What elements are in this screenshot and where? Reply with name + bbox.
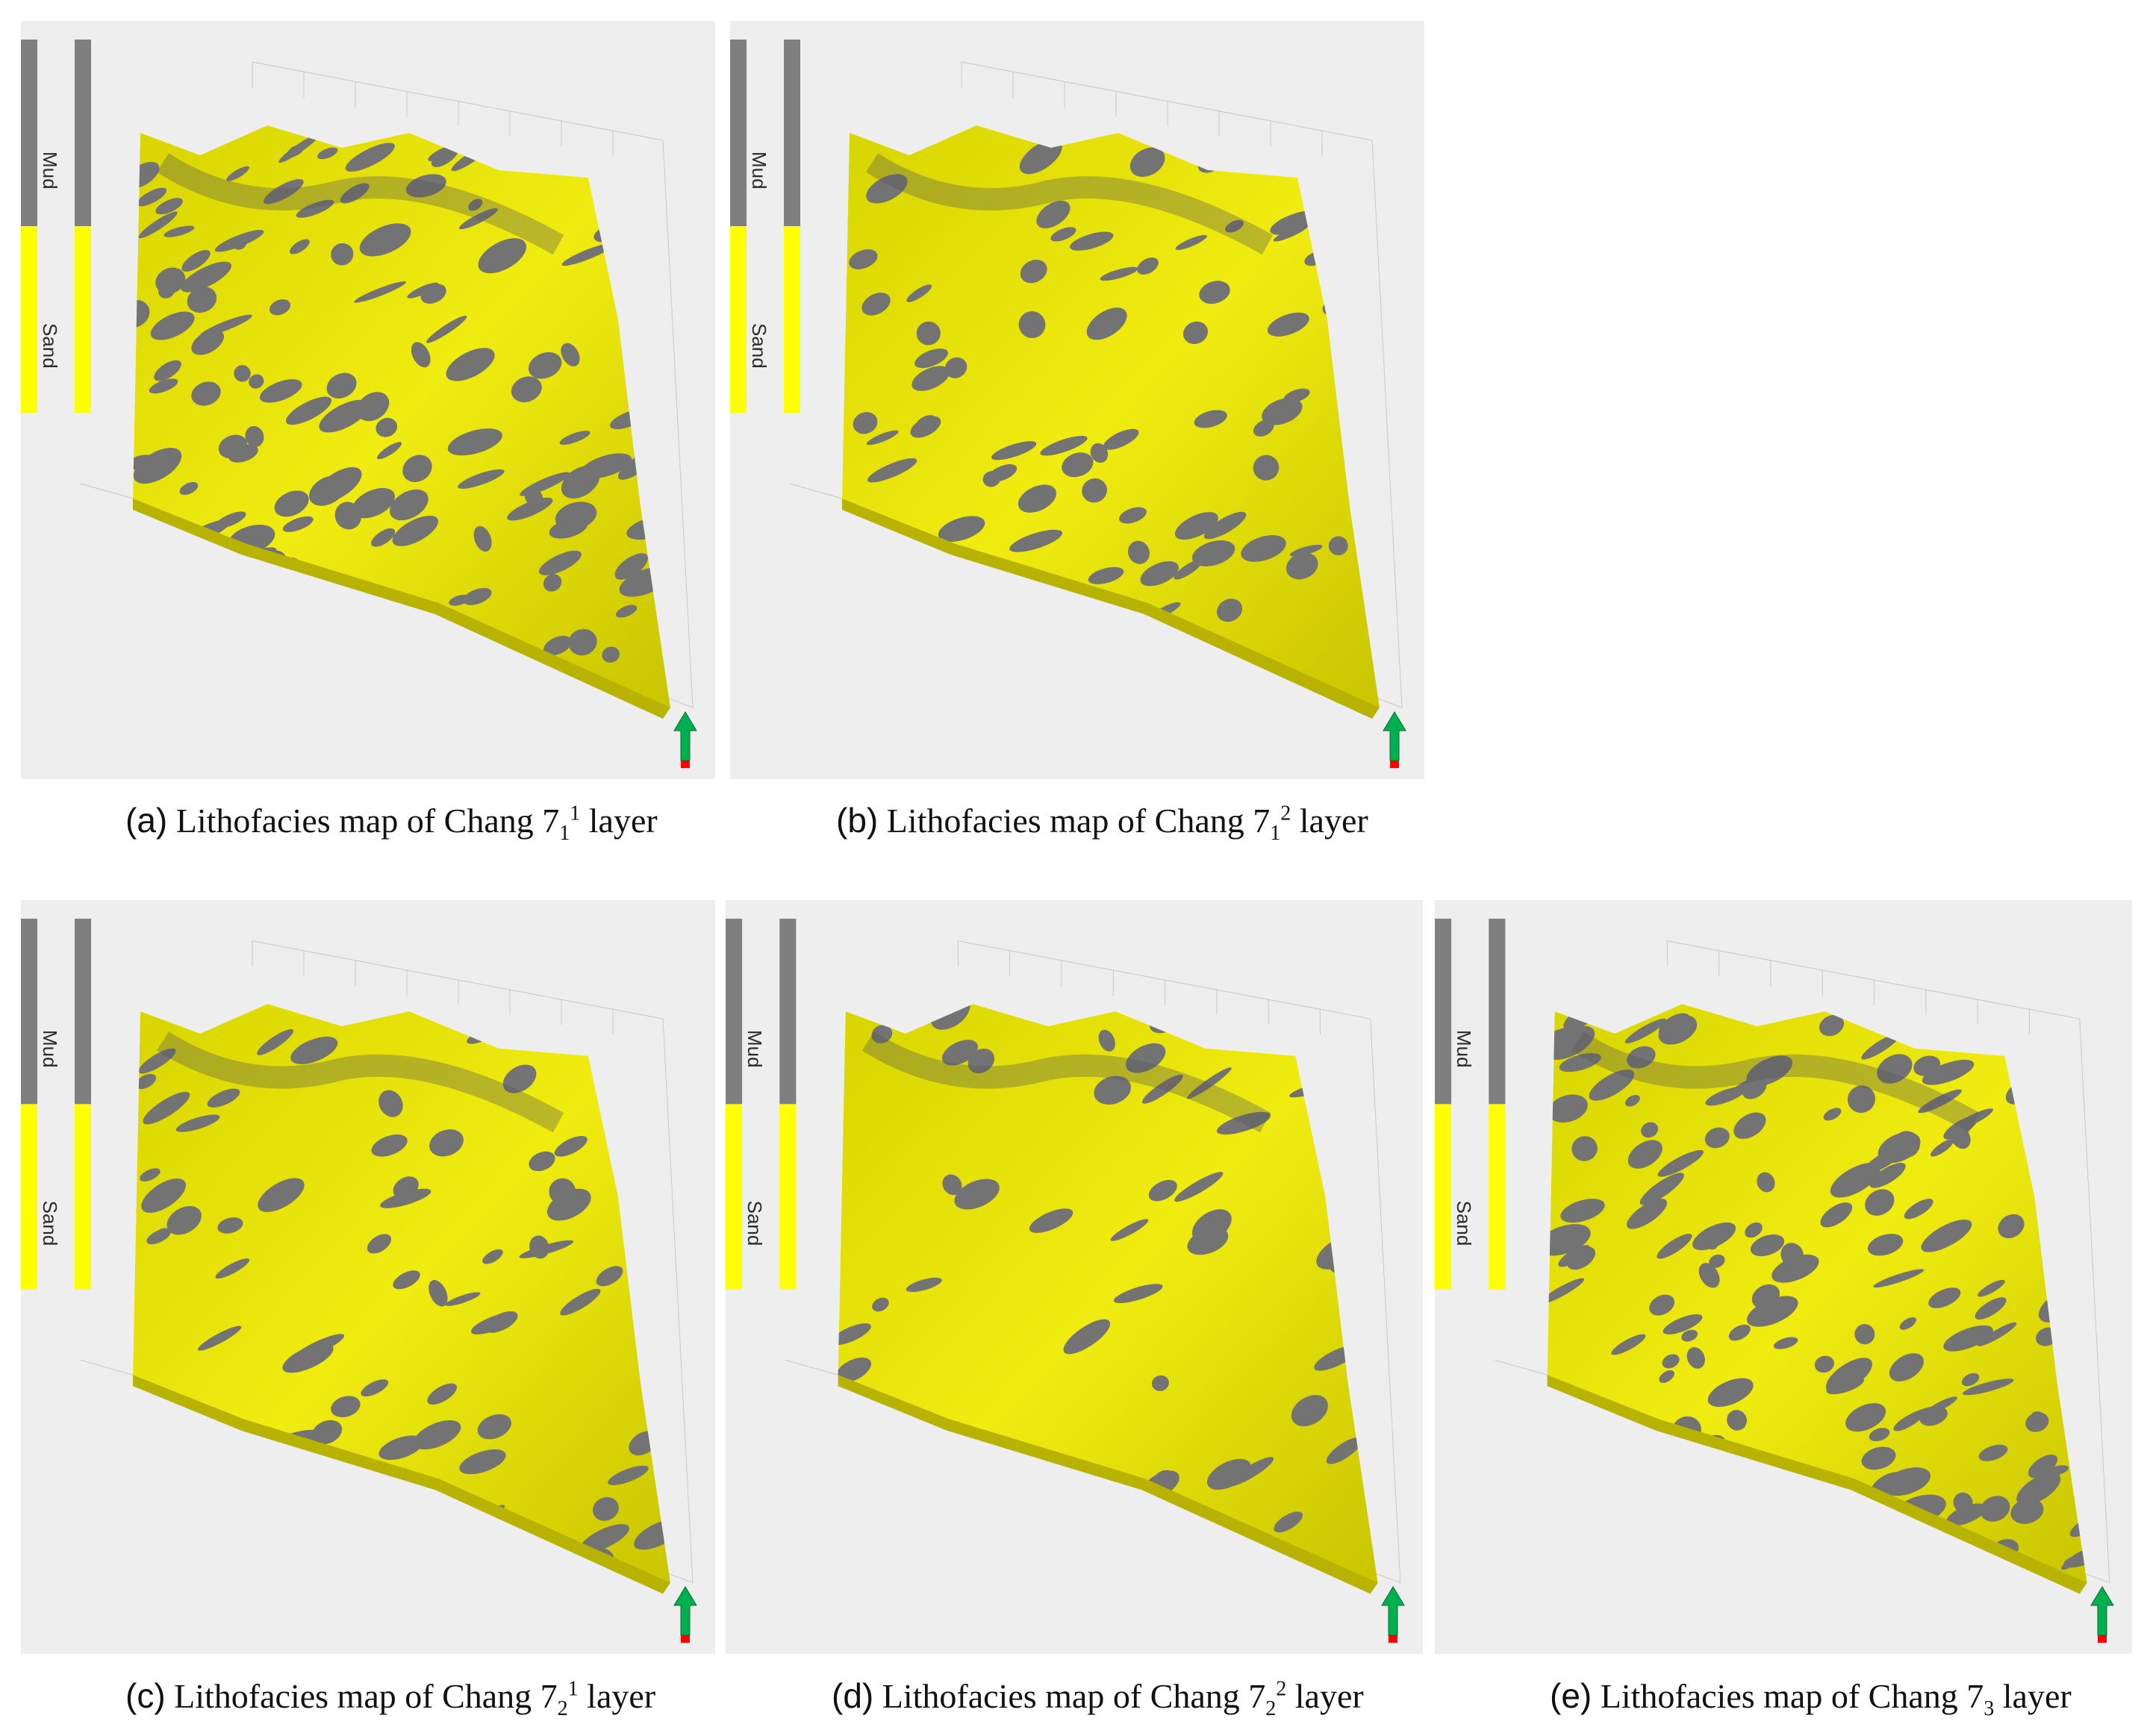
legend-sand-label: Sand [39,1201,61,1246]
surface-edge [838,1375,1378,1594]
legend-a: Mud Sand [21,40,91,413]
caption-b: (b) Lithofacies map of Chang 712 layer [836,801,1368,846]
legend-mud-swatch [21,40,37,226]
lithofacies-panel-d: Mud Sand [726,900,1423,1654]
surface-edge [133,1375,670,1594]
surface-edge [1547,1375,2087,1594]
legend-c: Mud Sand [21,918,91,1290]
legend-sand-swatch [21,226,37,413]
legend-sand-swatch [730,226,747,413]
legend-mud-swatch [1489,918,1506,1105]
caption-c: (c) Lithofacies map of Chang 721 layer [125,1676,656,1721]
legend-sand-swatch [1435,1104,1452,1290]
lithofacies-surface [842,125,1380,708]
lithofacies-surface [1547,1004,2087,1583]
surface-3d-view-c: Mud Sand [21,918,697,1643]
legend-sand-swatch [75,1104,91,1290]
bounding-box [1495,940,2110,1584]
legend-mud-swatch [75,918,91,1105]
lithofacies-surface [838,1004,1378,1583]
caption-a: (a) Lithofacies map of Chang 711 layer [125,801,658,846]
north-arrow-icon [673,711,697,768]
legend-e: Mud Sand [1435,918,1506,1290]
legend-mud-label: Mud [744,1030,766,1068]
bounding-box [80,940,694,1584]
caption-e: (e) Lithofacies map of Chang 73 layer [1550,1676,2072,1721]
legend-sand-swatch [21,1104,37,1290]
north-arrow-icon [1383,711,1406,768]
legend-sand-swatch [1489,1104,1506,1290]
legend-mud-swatch [779,918,797,1105]
legend-sand-label: Sand [1453,1201,1475,1246]
legend-mud-label: Mud [39,152,61,190]
legend-b: Mud Sand [730,40,800,413]
legend-sand-label: Sand [744,1201,766,1246]
legend-d: Mud Sand [726,918,797,1290]
lithofacies-panel-e: Mud Sand [1435,900,2132,1654]
legend-mud-label: Mud [39,1030,61,1068]
surface-edge [133,499,670,719]
legend-sand-label: Sand [39,323,61,369]
caption-d: (d) Lithofacies map of Chang 722 layer [832,1676,1364,1721]
north-arrow-icon [673,1586,697,1643]
north-arrow-icon [1381,1586,1405,1643]
legend-mud-label: Mud [748,152,770,190]
surface-edge [842,499,1380,719]
surface-3d-view-d: Mud Sand [726,918,1405,1643]
surface-3d-view-b: Mud Sand [730,40,1406,768]
legend-sand-swatch [784,226,800,413]
legend-sand-swatch [779,1104,797,1290]
surface-3d-view-e: Mud Sand [1435,918,2114,1643]
north-arrow-icon [2090,1586,2114,1643]
legend-mud-swatch [730,40,747,226]
lithofacies-surface [133,125,670,708]
bounding-box [785,940,1401,1584]
legend-sand-label: Sand [748,323,770,369]
legend-mud-swatch [784,40,800,226]
surface-3d-view-a: Mud Sand [21,40,697,768]
bounding-box [80,61,694,708]
legend-mud-swatch [75,40,91,226]
legend-sand-swatch [75,226,91,413]
legend-mud-swatch [21,918,37,1105]
lithofacies-panel-a: Mud Sand [21,21,715,779]
legend-mud-swatch [726,918,743,1105]
lithofacies-panel-c: Mud Sand [21,900,715,1654]
bounding-box [789,61,1403,708]
legend-mud-swatch [1435,918,1452,1105]
lithofacies-surface [133,1004,670,1583]
legend-mud-label: Mud [1453,1030,1475,1068]
lithofacies-panel-b: Mud Sand [730,21,1424,779]
legend-sand-swatch [726,1104,743,1290]
